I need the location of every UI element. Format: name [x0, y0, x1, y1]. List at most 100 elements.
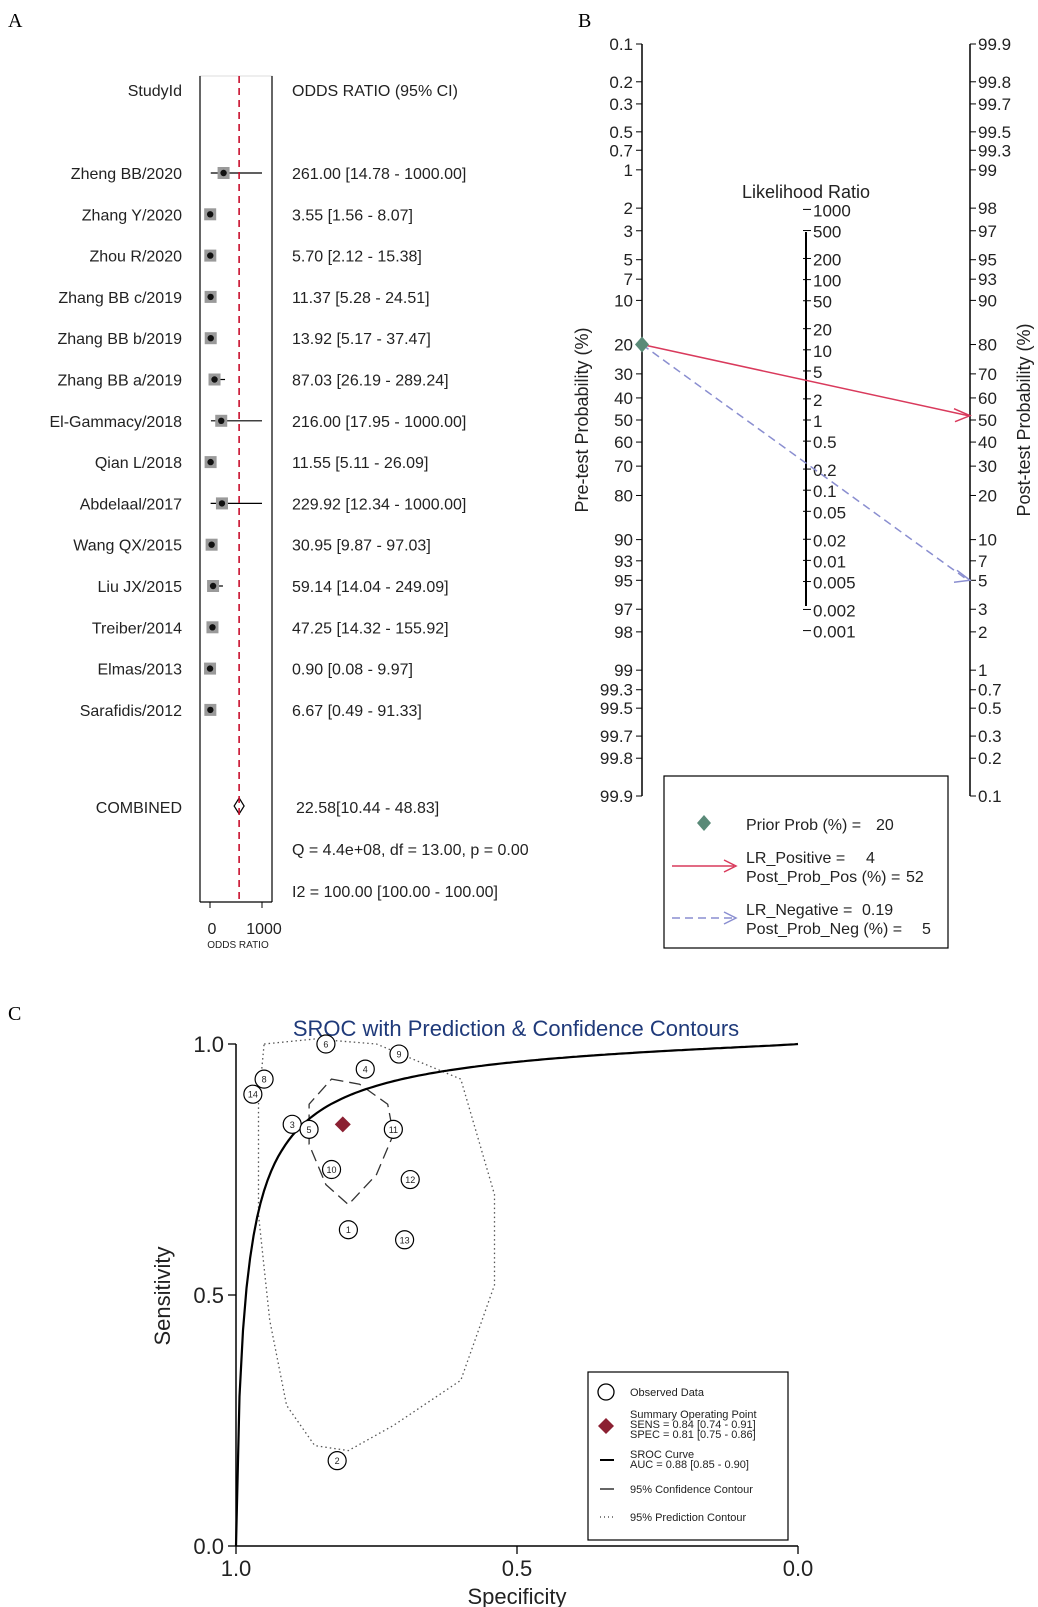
pretest-tick-label: 1 [624, 161, 633, 180]
posttest-tick-label: 99 [978, 161, 997, 180]
posttest-tick-label: 99.5 [978, 123, 1011, 142]
forest-study-label: Abdelaal/2017 [80, 496, 182, 513]
sroc-xtick-label: 0.5 [502, 1556, 533, 1581]
forest-point [207, 293, 214, 301]
posttest-tick-label: 3 [978, 600, 987, 619]
pretest-tick-label: 93 [614, 552, 633, 571]
sroc-legend-spec: SPEC = 0.81 [0.75 - 0.86] [630, 1429, 756, 1441]
pretest-tick-label: 0.3 [609, 95, 633, 114]
lr-tick-label: 500 [813, 223, 841, 242]
forest-study-label: Zheng BB/2020 [71, 166, 182, 183]
lr-tick-label: 0.01 [813, 552, 846, 571]
forest-study-label: Zhang BB c/2019 [58, 290, 182, 307]
posttest-tick-label: 90 [978, 291, 997, 310]
fagan-legend-box [663, 775, 949, 949]
forest-plot: StudyId ODDS RATIO (95% CI) Zheng BB/202… [50, 75, 529, 951]
sroc-observed-point [395, 1230, 415, 1250]
sroc-point-label: 8 [262, 1075, 267, 1085]
forest-xlabel: ODDS RATIO [207, 940, 269, 951]
posttest-axis-title: Post-test Probability (%) [1014, 323, 1034, 516]
legend-post-neg-value: 5 [922, 921, 931, 938]
sroc-legend-auc: AUC = 0.88 [0.85 - 0.90] [630, 1459, 749, 1471]
legend-post-pos-value: 52 [906, 869, 924, 886]
sroc-point-label: 13 [400, 1235, 410, 1245]
forest-study-estimate: 216.00 [17.95 - 1000.00] [292, 414, 466, 431]
sroc-title: SROC with Prediction & Confidence Contou… [293, 1016, 739, 1041]
sroc-ytick-label: 0.5 [193, 1283, 224, 1308]
forest-heterogeneity-i2: I2 = 100.00 [100.00 - 100.00] [292, 884, 498, 901]
pretest-tick-label: 97 [614, 600, 633, 619]
forest-xtick-0: 0 [208, 921, 217, 938]
sroc-legend-observed: Observed Data [630, 1387, 705, 1399]
forest-point [207, 458, 214, 466]
lr-negative-line [641, 343, 969, 581]
sroc-xtick-label: 0.0 [783, 1556, 814, 1581]
posttest-tick-label: 7 [978, 552, 987, 571]
confidence-contour [308, 1078, 395, 1206]
posttest-tick-label: 98 [978, 199, 997, 218]
lr-negative-arrow-icon [953, 569, 972, 584]
lr-tick-label: 20 [813, 321, 832, 340]
forest-study-estimate: 261.00 [14.78 - 1000.00] [292, 166, 466, 183]
sroc-summary-point [334, 1116, 351, 1133]
lr-tick-label: 0.001 [813, 623, 856, 642]
forest-study-estimate: 59.14 [14.04 - 249.09] [292, 579, 449, 596]
pretest-axis-title: Pre-test Probability (%) [572, 327, 592, 512]
sroc-observed-point [400, 1169, 420, 1190]
forest-study-label: Qian L/2018 [95, 455, 182, 472]
posttest-tick-label: 10 [978, 531, 997, 550]
posttest-tick-label: 60 [978, 389, 997, 408]
forest-study-estimate: 5.70 [2.12 - 15.38] [292, 249, 422, 266]
legend-prior-value: 20 [876, 817, 894, 834]
forest-study-estimate: 13.92 [5.17 - 37.47] [292, 331, 431, 348]
lr-tick-label: 1000 [813, 201, 851, 220]
sroc-legend-box [587, 1371, 789, 1541]
forest-study-label: El-Gammacy/2018 [50, 414, 183, 431]
observed-legend-circle-icon [597, 1383, 615, 1401]
forest-point [211, 376, 218, 383]
pretest-tick-label: 60 [614, 433, 633, 452]
posttest-tick-label: 0.2 [978, 749, 1002, 768]
legend-post-neg-label: Post_Prob_Neg (%) = [746, 921, 902, 938]
pretest-tick-label: 99.7 [600, 727, 633, 746]
posttest-tick-label: 99.9 [978, 35, 1011, 54]
legend-prior-label: Prior Prob (%) = [746, 817, 861, 834]
pretest-tick-label: 5 [624, 251, 633, 270]
lr-tick-label: 0.05 [813, 503, 846, 522]
sroc-observed-point [254, 1069, 274, 1089]
forest-point [218, 417, 225, 424]
legend-lr-pos-label: LR_Positive = [746, 850, 845, 867]
forest-header-study: StudyId [128, 83, 182, 100]
pretest-tick-label: 50 [614, 411, 633, 430]
sroc-legend-prediction: 95% Prediction Contour [630, 1512, 747, 1524]
posttest-tick-label: 0.3 [978, 727, 1002, 746]
panel-label-c: C [8, 1003, 21, 1025]
sroc-xtick-label: 1.0 [221, 1556, 252, 1581]
forest-study-estimate: 11.55 [5.11 - 26.09] [292, 455, 428, 472]
pretest-tick-label: 99.9 [600, 787, 633, 806]
posttest-tick-label: 70 [978, 365, 997, 384]
forest-study-label: Treiber/2014 [92, 620, 182, 637]
lr-tick-label: 0.1 [813, 482, 837, 501]
pretest-tick-label: 99.8 [600, 749, 633, 768]
sroc-xlabel: Specificity [467, 1584, 566, 1607]
sroc-point-label: 1 [346, 1225, 351, 1235]
pretest-tick-label: 99 [614, 661, 633, 680]
pretest-tick-label: 70 [614, 457, 633, 476]
posttest-tick-label: 0.5 [978, 699, 1002, 718]
lr-tick-label: 0.02 [813, 531, 846, 550]
legend-post-pos-label: Post_Prob_Pos (%) = [746, 869, 900, 886]
posttest-tick-label: 95 [978, 251, 997, 270]
posttest-tick-label: 50 [978, 411, 997, 430]
forest-study-label: Wang QX/2015 [73, 538, 182, 555]
forest-point [218, 500, 226, 507]
posttest-tick-label: 5 [978, 571, 987, 590]
sroc-curve [234, 1042, 799, 1547]
sroc-observed-point [355, 1059, 375, 1079]
forest-study-estimate: 11.37 [5.28 - 24.51] [292, 290, 430, 307]
sroc-point-label: 12 [405, 1175, 415, 1185]
forest-combined-text: 22.58[10.44 - 48.83] [296, 800, 439, 817]
posttest-tick-label: 0.7 [978, 681, 1002, 700]
forest-study-estimate: 3.55 [1.56 - 8.07] [292, 207, 413, 224]
